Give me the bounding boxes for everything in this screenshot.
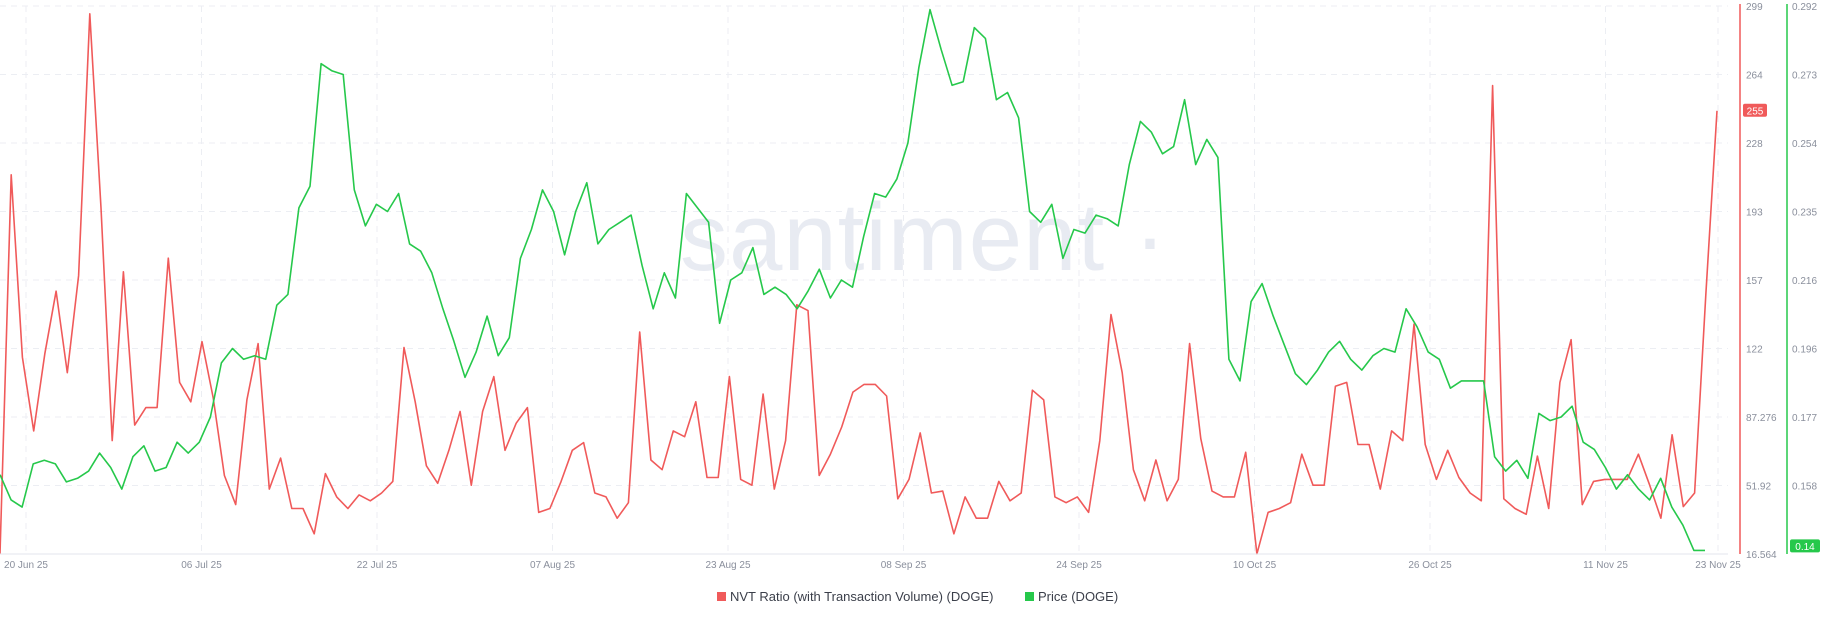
x-tick-label: 11 Nov 25: [1583, 560, 1628, 571]
x-tick-label: 23 Nov 25: [1695, 560, 1741, 571]
x-tick-label: 24 Sep 25: [1056, 560, 1102, 571]
legend-swatch: [1025, 592, 1034, 601]
y-right-tick-label: 0.292: [1792, 2, 1817, 13]
legend[interactable]: NVT Ratio (with Transaction Volume) (DOG…: [717, 589, 1118, 604]
x-tick-label: 10 Oct 25: [1233, 560, 1277, 571]
x-tick-label: 20 Jun 25: [4, 560, 48, 571]
axes: 16.564 51.92 0.158 87.276 0.177 122 0.196 157 0.…: [0, 2, 1820, 571]
y-left-tick-label: 122: [1746, 345, 1763, 356]
series-line-price: [0, 8, 1705, 552]
y-left-tick-label: 264: [1746, 71, 1763, 82]
y-left-tick-label: 157: [1746, 276, 1763, 287]
series-layer: [0, 8, 1718, 555]
y-left-tick-label: 299: [1746, 2, 1763, 13]
x-tick-label: 22 Jul 25: [357, 560, 398, 571]
y-right-tick-label: 0.235: [1792, 208, 1817, 219]
series-line-nvt-ratio: [0, 13, 1718, 555]
y-left-tick-label: 16.564: [1746, 550, 1777, 561]
last-value-badge-nvt-text: 255: [1747, 106, 1764, 117]
y-right-tick-label: 0.216: [1792, 276, 1817, 287]
y-right-tick-label: 0.177: [1792, 413, 1817, 424]
y-right-tick-label: 0.158: [1792, 482, 1817, 493]
x-tick-label: 23 Aug 25: [705, 560, 750, 571]
legend-label: Price (DOGE): [1038, 589, 1118, 604]
last-value-badge-price: 0.14: [1790, 539, 1820, 553]
y-right-tick-label: 0.254: [1792, 139, 1817, 150]
last-value-badge-price-text: 0.14: [1795, 542, 1815, 553]
y-right-tick-label: 0.196: [1792, 345, 1817, 356]
last-value-badge-nvt: 255: [1743, 103, 1767, 117]
grid-lines: [0, 5, 1728, 555]
y-right-tick-label: 0.273: [1792, 71, 1817, 82]
x-tick-label: 06 Jul 25: [181, 560, 222, 571]
legend-swatch: [717, 592, 726, 601]
x-tick-label: 26 Oct 25: [1408, 560, 1452, 571]
watermark-dot: ·: [1134, 184, 1167, 291]
y-left-tick-label: 228: [1746, 139, 1763, 150]
legend-item-price[interactable]: Price (DOGE): [1025, 589, 1118, 604]
x-tick-label: 07 Aug 25: [530, 560, 575, 571]
y-left-tick-label: 51.92: [1746, 482, 1771, 493]
x-tick-label: 08 Sep 25: [881, 560, 927, 571]
watermark: santiment: [680, 184, 1105, 291]
y-left-tick-label: 87.276: [1746, 413, 1777, 424]
y-left-tick-label: 193: [1746, 208, 1763, 219]
legend-item-nvt-ratio[interactable]: NVT Ratio (with Transaction Volume) (DOG…: [717, 589, 993, 604]
legend-label: NVT Ratio (with Transaction Volume) (DOG…: [730, 589, 993, 604]
